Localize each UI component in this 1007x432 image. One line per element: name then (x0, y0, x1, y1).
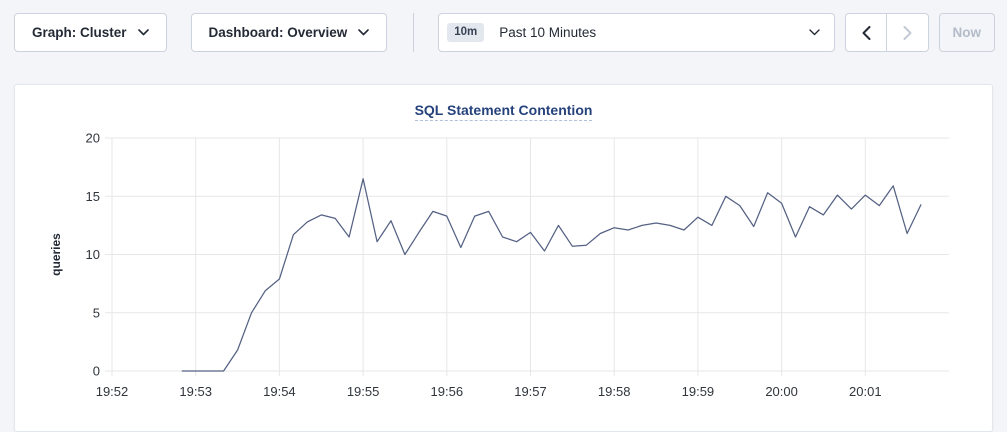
x-tick-label: 19:56 (431, 384, 464, 399)
y-tick-label: 10 (86, 247, 100, 262)
graph-dropdown-label: Graph: Cluster (32, 25, 127, 40)
chart-axis-labels: 0 5 10 15 20 19:52 19:53 19:54 19:55 19:56 19:57 19… (49, 131, 882, 400)
dashboard-dropdown[interactable]: Dashboard: Overview (190, 13, 388, 52)
graph-dropdown[interactable]: Graph: Cluster (14, 13, 167, 52)
time-range-selector[interactable]: 10m Past 10 Minutes (438, 13, 836, 52)
x-tick-label: 19:59 (682, 384, 715, 399)
next-time-window-button[interactable] (886, 14, 927, 51)
series-line-queries (181, 178, 922, 372)
x-tick-label: 19:58 (598, 384, 631, 399)
chevron-down-icon (137, 29, 149, 36)
x-tick-label: 19:52 (96, 384, 129, 399)
y-tick-label: 0 (93, 364, 100, 379)
toolbar: Graph: Cluster Dashboard: Overview 10m P… (0, 0, 1007, 52)
time-step-buttons (845, 13, 929, 52)
y-axis-label: queries (49, 233, 63, 276)
sql-statement-contention-card: SQL Statement Contention 0 5 10 15 20 19:52 19… (14, 84, 993, 432)
now-button[interactable]: Now (938, 13, 995, 52)
previous-time-window-button[interactable] (846, 14, 886, 51)
y-tick-label: 15 (86, 189, 100, 204)
chart-gridlines (105, 137, 949, 376)
time-range-badge: 10m (447, 22, 485, 43)
y-tick-label: 5 (93, 305, 100, 320)
contention-chart: 0 5 10 15 20 19:52 19:53 19:54 19:55 19:56 19:57 19… (49, 131, 949, 400)
chevron-right-icon (903, 25, 912, 40)
x-tick-label: 19:55 (347, 384, 380, 399)
y-tick-label: 20 (86, 131, 100, 146)
toolbar-divider (413, 13, 415, 52)
chevron-down-icon (809, 29, 820, 36)
x-tick-label: 19:57 (514, 384, 547, 399)
x-tick-label: 19:54 (263, 384, 296, 399)
time-range-label: Past 10 Minutes (499, 25, 597, 40)
chevron-left-icon (862, 25, 871, 40)
x-tick-label: 20:00 (765, 384, 798, 399)
dashboard-dropdown-label: Dashboard: Overview (208, 25, 348, 40)
chevron-down-icon (358, 29, 370, 36)
x-tick-label: 19:53 (179, 384, 212, 399)
x-tick-label: 20:01 (849, 384, 882, 399)
chart-title-row: SQL Statement Contention (15, 85, 992, 121)
chart-title[interactable]: SQL Statement Contention (414, 102, 593, 121)
